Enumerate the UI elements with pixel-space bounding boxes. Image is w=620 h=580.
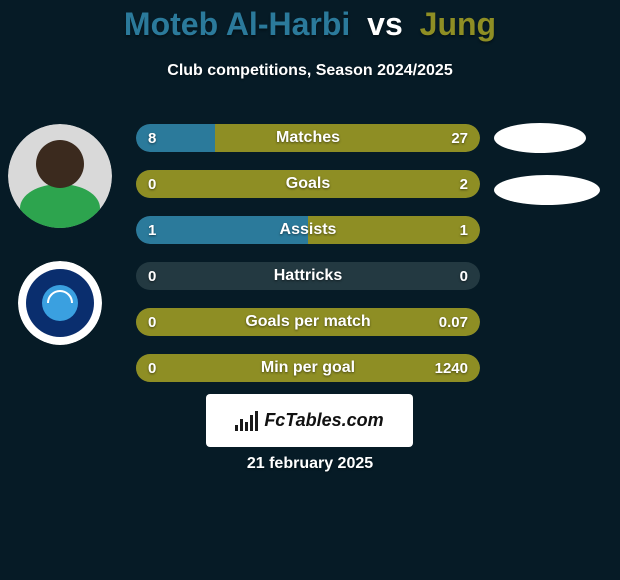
stat-row: 00Hattricks bbox=[136, 262, 480, 290]
stat-label: Assists bbox=[136, 216, 480, 244]
player1-name: Moteb Al-Harbi bbox=[124, 6, 350, 42]
comparison-infographic: Moteb Al-Harbi vs Jung Club competitions… bbox=[0, 0, 620, 580]
club-crest-avatar bbox=[18, 261, 102, 345]
attribution-text: FcTables.com bbox=[264, 410, 383, 431]
decorative-disc-1 bbox=[494, 123, 586, 153]
date-text: 21 february 2025 bbox=[0, 455, 620, 473]
stat-row: 02Goals bbox=[136, 170, 480, 198]
stat-label: Goals bbox=[136, 170, 480, 198]
stat-label: Hattricks bbox=[136, 262, 480, 290]
stat-rows: 827Matches 02Goals 11Assists 00Hattricks 00.… bbox=[136, 124, 480, 400]
player2-name: Jung bbox=[420, 6, 496, 42]
stat-row: 11Assists bbox=[136, 216, 480, 244]
attribution-box: FcTables.com bbox=[206, 394, 413, 447]
player1-avatar bbox=[8, 124, 112, 228]
bars-icon bbox=[235, 411, 258, 431]
stat-row: 01240Min per goal bbox=[136, 354, 480, 382]
stat-row: 00.07Goals per match bbox=[136, 308, 480, 336]
stat-label: Goals per match bbox=[136, 308, 480, 336]
vs-word: vs bbox=[367, 6, 403, 42]
player1-avatar-svg bbox=[8, 124, 112, 228]
decorative-disc-2 bbox=[494, 175, 600, 205]
club-crest-svg bbox=[18, 261, 102, 345]
stat-label: Matches bbox=[136, 124, 480, 152]
page-title: Moteb Al-Harbi vs Jung bbox=[0, 6, 620, 43]
stat-label: Min per goal bbox=[136, 354, 480, 382]
stat-row: 827Matches bbox=[136, 124, 480, 152]
subtitle: Club competitions, Season 2024/2025 bbox=[0, 62, 620, 80]
